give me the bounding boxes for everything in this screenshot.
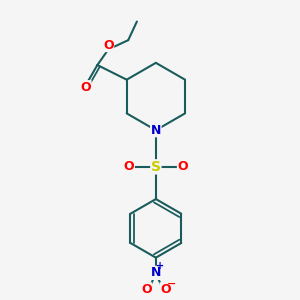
Text: S: S — [151, 160, 161, 174]
Text: O: O — [124, 160, 134, 173]
Text: O: O — [178, 160, 188, 173]
Text: +: + — [157, 261, 165, 272]
Text: O: O — [103, 38, 114, 52]
Text: N: N — [151, 124, 161, 137]
Text: N: N — [151, 266, 161, 279]
Text: O: O — [80, 81, 91, 94]
Text: −: − — [167, 279, 176, 289]
Text: O: O — [141, 283, 152, 296]
Text: O: O — [160, 283, 171, 296]
